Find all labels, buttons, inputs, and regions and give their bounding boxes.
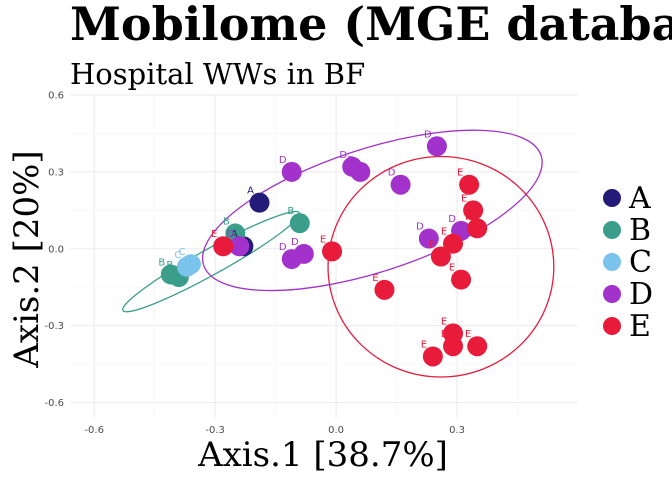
- ellipse-e: [327, 155, 555, 378]
- point-label-c: C: [178, 247, 185, 258]
- point-e: [467, 336, 488, 357]
- point-label-e: E: [320, 234, 326, 245]
- legend-label-a: A: [628, 181, 651, 216]
- point-label-c: C: [174, 250, 181, 261]
- x-tick-label: -0.3: [205, 425, 225, 436]
- point-d: [350, 161, 371, 182]
- y-tick-label: 0.0: [48, 244, 64, 255]
- point-d: [418, 228, 439, 249]
- y-tick-label: 0.6: [48, 91, 64, 102]
- point-label-e: E: [372, 273, 378, 284]
- point-label-a: A: [247, 186, 254, 197]
- legend-key-b: [603, 221, 621, 239]
- legend-label-e: E: [629, 309, 651, 344]
- point-label-e: E: [441, 316, 447, 327]
- legend-key-d: [603, 285, 621, 303]
- point-d: [426, 136, 447, 157]
- point-a: [249, 192, 270, 213]
- confidence-ellipses: [122, 129, 555, 378]
- point-label-b: B: [158, 257, 165, 268]
- point-label-e: E: [211, 229, 217, 240]
- legend-label-d: D: [629, 277, 653, 312]
- point-e: [322, 241, 343, 262]
- point-d: [390, 174, 411, 195]
- point-e: [422, 346, 443, 367]
- point-e: [463, 200, 484, 221]
- point-label-d: D: [339, 150, 347, 161]
- point-e: [374, 279, 395, 300]
- y-axis-title: Axis.2 [20%]: [7, 150, 47, 368]
- point-label-d: D: [279, 242, 287, 253]
- point-label-d: D: [347, 155, 355, 166]
- point-label-d: D: [279, 155, 287, 166]
- point-e: [467, 218, 488, 239]
- legend-label-c: C: [629, 245, 652, 280]
- point-d: [281, 161, 302, 182]
- point-label-e: E: [465, 211, 471, 222]
- point-label-d: D: [424, 129, 432, 140]
- point-label-e: E: [449, 263, 455, 274]
- x-tick-label: 0.0: [328, 425, 344, 436]
- point-label-e: E: [461, 193, 467, 204]
- y-tick-label: -0.3: [44, 321, 64, 332]
- ellipse-d: [201, 129, 543, 292]
- point-label-e: E: [457, 168, 463, 179]
- ellipse-b: [122, 210, 301, 313]
- point-d: [229, 236, 250, 257]
- point-b: [289, 213, 310, 234]
- point-label-b: B: [223, 216, 230, 227]
- point-e: [459, 174, 480, 195]
- legend-key-a: [603, 189, 621, 207]
- point-e: [451, 269, 472, 290]
- point-d: [293, 243, 314, 264]
- point-label-b: B: [166, 260, 173, 271]
- data-points: [160, 136, 488, 367]
- point-label-d: D: [291, 237, 299, 248]
- point-label-e: E: [429, 240, 435, 251]
- point-label-d: D: [388, 168, 396, 179]
- y-tick-label: 0.3: [48, 167, 64, 178]
- chart-title: Mobilome (MGE database): [70, 0, 672, 51]
- x-tick-label: -0.6: [84, 425, 104, 436]
- point-e: [213, 236, 234, 257]
- point-label-a: A: [231, 229, 238, 240]
- legend-key-e: [603, 317, 621, 335]
- point-label-d: D: [416, 222, 424, 233]
- point-label-e: E: [465, 329, 471, 340]
- point-label-d: D: [448, 214, 456, 225]
- legend-key-c: [603, 253, 621, 271]
- x-axis-title: Axis.1 [38.7%]: [197, 435, 448, 475]
- y-tick-label: -0.6: [44, 398, 64, 409]
- x-axis-ticks: -0.6 -0.3 0.0 0.3: [84, 425, 465, 436]
- y-axis-ticks: -0.6 -0.3 0.0 0.3 0.6: [44, 91, 64, 410]
- chart-subtitle: Hospital WWs in BF: [70, 57, 365, 91]
- point-e: [443, 336, 464, 357]
- point-c: [180, 254, 201, 275]
- point-label-e: E: [421, 339, 427, 350]
- legend-label-b: B: [629, 213, 651, 248]
- point-label-d: D: [226, 229, 234, 240]
- point-e: [443, 233, 464, 254]
- x-tick-label: 0.3: [449, 425, 465, 436]
- point-e: [430, 246, 451, 267]
- point-label-b: B: [287, 206, 294, 217]
- point-label-e: E: [441, 329, 447, 340]
- point-label-e: E: [441, 227, 447, 238]
